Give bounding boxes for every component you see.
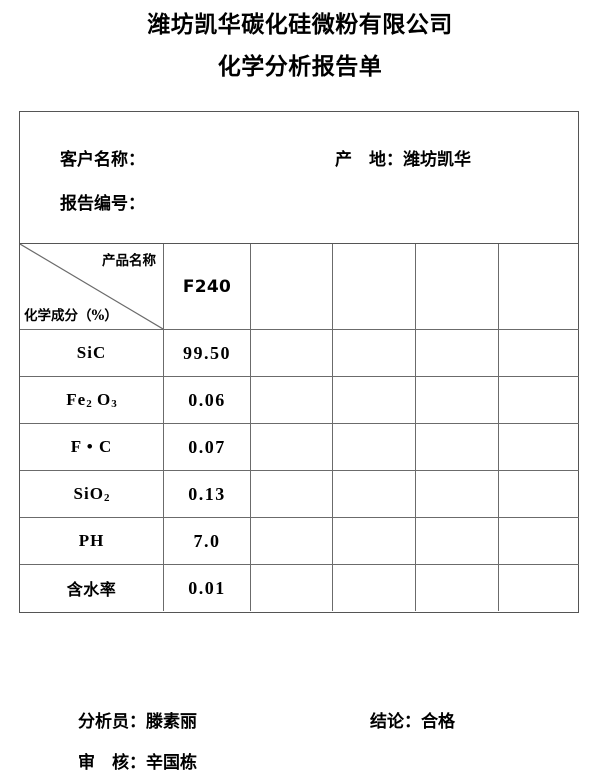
analyte-value-cell-empty [416, 377, 499, 423]
analyte-value-cell-empty [333, 471, 416, 517]
analyte-value-cell-empty [499, 565, 579, 611]
product-column-header-4 [416, 244, 499, 329]
product-column-header-2 [251, 244, 333, 329]
analyte-value: 0.06 [188, 389, 226, 410]
analyte-value: 99.50 [183, 342, 231, 363]
analyte-label-cell: Fe2 O3 [20, 377, 164, 423]
grid-header-row: 产品名称 化学成分（%） F240 [20, 244, 579, 329]
origin-field: 产 地：潍坊凯华 [335, 150, 471, 170]
analyst-field: 分析员：滕素丽 [78, 712, 197, 732]
analyte-value: 0.07 [188, 436, 226, 457]
product-column-header-1: F240 [164, 244, 251, 329]
company-title: 潍坊凯华碳化硅微粉有限公司 [147, 11, 453, 38]
analyte-value-cell-empty [333, 330, 416, 376]
analyte-value-cell-empty [499, 424, 579, 470]
analyte-value-cell-empty [251, 565, 333, 611]
analyte-label-cell: SiC [20, 330, 164, 376]
analyte-value: 0.01 [188, 577, 226, 598]
analyte-value-cell: 0.01 [164, 565, 251, 611]
analyte-value-cell-empty [499, 471, 579, 517]
table-row: SiC 99.50 [20, 329, 579, 376]
analysis-grid: 产品名称 化学成分（%） F240 SiC [20, 244, 579, 612]
analyte-value-cell-empty [333, 565, 416, 611]
report-info-section: 客户名称： 产 地：潍坊凯华 报告编号： [20, 112, 579, 244]
analyte-value-cell-empty [251, 377, 333, 423]
report-number-label: 报告编号： [60, 194, 145, 214]
conclusion-field: 结论：合格 [370, 712, 455, 732]
analyte-value-cell-empty [251, 330, 333, 376]
analyte-name: PH [78, 531, 105, 550]
table-row: SiO2 0.13 [20, 470, 579, 517]
chemical-composition-header-label: 化学成分（%） [24, 308, 118, 324]
analyte-value-cell-empty [416, 471, 499, 517]
document-title: 化学分析报告单 [217, 53, 383, 80]
analyte-value-cell-empty [333, 377, 416, 423]
analyte-value-cell-empty [499, 518, 579, 564]
analyte-name: 含水率 [66, 580, 117, 599]
analyte-value-cell-empty [251, 424, 333, 470]
analyte-name: SiC [76, 343, 107, 362]
table-row: Fe2 O3 0.06 [20, 376, 579, 423]
product-grade-value: F240 [182, 276, 232, 297]
analyte-value-cell-empty [333, 518, 416, 564]
analyte-value-cell-empty [416, 565, 499, 611]
product-name-header-label: 产品名称 [102, 253, 156, 269]
customer-name-label: 客户名称： [60, 150, 145, 170]
analyte-value-cell-empty [251, 471, 333, 517]
analyte-name: Fe2 O3 [66, 390, 117, 410]
analyte-value-cell: 99.50 [164, 330, 251, 376]
table-row: F • C 0.07 [20, 423, 579, 470]
analyte-value-cell-empty [333, 424, 416, 470]
table-row: 含水率 0.01 [20, 564, 579, 611]
analyte-value-cell: 0.07 [164, 424, 251, 470]
diagonal-divider-line [20, 244, 163, 329]
analyte-value: 7.0 [193, 530, 221, 551]
analyte-value-cell-empty [251, 518, 333, 564]
analyte-label-cell: F • C [20, 424, 164, 470]
analyte-value-cell-empty [416, 330, 499, 376]
analyte-value-cell-empty [499, 330, 579, 376]
analyte-label-cell: SiO2 [20, 471, 164, 517]
analyte-value-cell: 0.13 [164, 471, 251, 517]
product-column-header-3 [333, 244, 416, 329]
report-table: 客户名称： 产 地：潍坊凯华 报告编号： 产品名称 化学成分（%） F240 [19, 111, 579, 613]
analyte-label-cell: 含水率 [20, 565, 164, 611]
analyte-value-cell-empty [416, 424, 499, 470]
analyte-name: SiO2 [73, 484, 110, 504]
analyte-value-cell: 7.0 [164, 518, 251, 564]
analyte-value-cell-empty [416, 518, 499, 564]
diagonal-corner-cell: 产品名称 化学成分（%） [20, 244, 164, 329]
analyte-value-cell-empty [499, 377, 579, 423]
table-row: PH 7.0 [20, 517, 579, 564]
analyte-label-cell: PH [20, 518, 164, 564]
analyte-name: F • C [70, 437, 113, 456]
analyte-value-cell: 0.06 [164, 377, 251, 423]
analyte-value: 0.13 [188, 483, 226, 504]
product-column-header-5 [499, 244, 579, 329]
reviewer-field: 审 核：辛国栋 [78, 753, 197, 773]
